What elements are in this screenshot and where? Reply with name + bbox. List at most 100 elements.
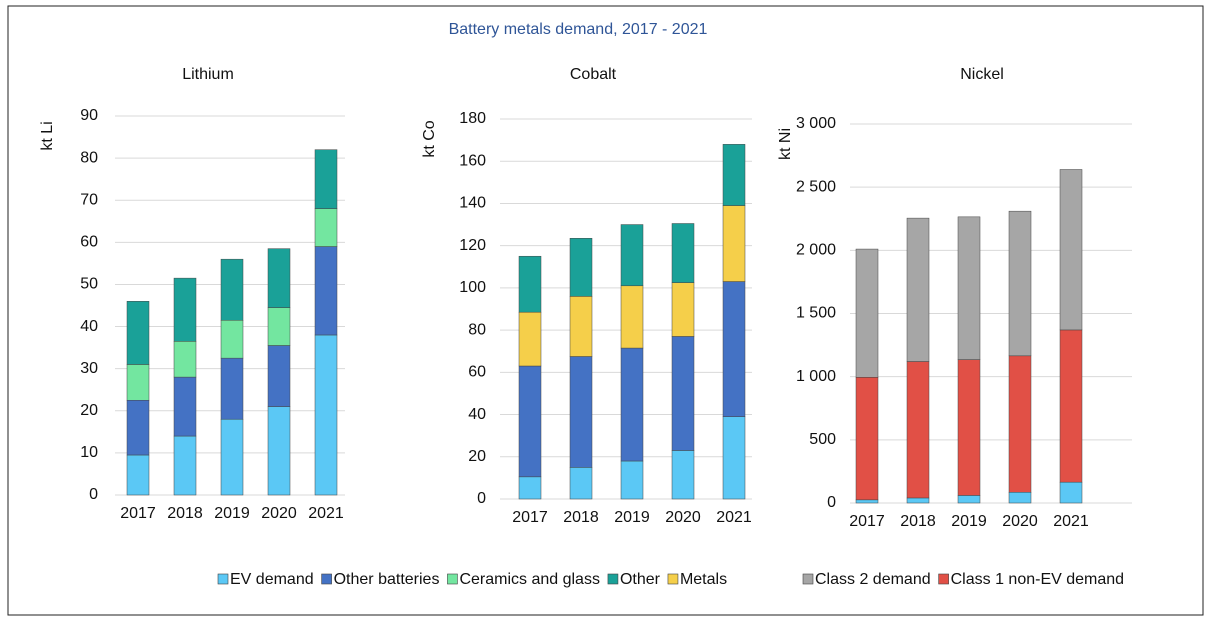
- y-axis-label: kt Li: [39, 121, 56, 150]
- legend-label: Class 2 demand: [815, 571, 931, 588]
- bar-segment: [957, 495, 981, 504]
- bar-segment: [220, 418, 244, 496]
- legend-swatch: [802, 573, 814, 585]
- legend-label: EV demand: [230, 571, 314, 588]
- bar-segment: [569, 238, 593, 297]
- bar-segment: [855, 248, 879, 378]
- bar-segment: [314, 149, 338, 209]
- y-tick-label: 60: [468, 364, 486, 381]
- y-tick-label: 50: [80, 276, 98, 293]
- bar-segment: [1059, 329, 1083, 483]
- bar-segment: [906, 217, 930, 362]
- y-tick-label: 80: [80, 149, 98, 166]
- bar-segment: [173, 341, 197, 378]
- y-tick-label: 20: [80, 402, 98, 419]
- x-tick-label: 2017: [849, 513, 885, 530]
- subplot-title: Cobalt: [570, 66, 617, 83]
- bar-segment: [220, 357, 244, 420]
- y-tick-label: 500: [809, 431, 836, 448]
- bar-segment: [126, 454, 150, 496]
- bar-segment: [906, 497, 930, 504]
- y-tick-label: 40: [80, 318, 98, 335]
- bar-segment: [1008, 355, 1032, 493]
- y-tick-label: 0: [477, 490, 486, 507]
- bar-segment: [620, 460, 644, 500]
- y-tick-label: 10: [80, 444, 98, 461]
- y-tick-label: 80: [468, 321, 486, 338]
- legend-swatch: [667, 573, 679, 585]
- bar-segment: [267, 406, 291, 496]
- bar-segment: [267, 307, 291, 346]
- x-tick-label: 2019: [614, 509, 650, 526]
- y-tick-label: 2 500: [796, 178, 836, 195]
- bar-segment: [518, 476, 542, 500]
- x-tick-label: 2019: [214, 505, 250, 522]
- bar-segment: [855, 377, 879, 501]
- bar-segment: [220, 258, 244, 321]
- bar-segment: [173, 435, 197, 496]
- bar-segment: [957, 359, 981, 496]
- x-tick-label: 2018: [167, 505, 203, 522]
- legend-swatch: [321, 573, 332, 585]
- bar-segment: [220, 319, 244, 359]
- bar-segment: [569, 356, 593, 468]
- y-tick-label: 120: [459, 237, 486, 254]
- y-tick-label: 60: [80, 234, 98, 251]
- bar-segment: [314, 208, 338, 247]
- legend-swatch: [607, 573, 619, 585]
- bar-segment: [855, 499, 879, 504]
- x-tick-label: 2018: [563, 509, 599, 526]
- bar-segment: [906, 361, 930, 499]
- x-tick-label: 2018: [900, 513, 936, 530]
- legend-label: Other batteries: [334, 571, 440, 588]
- bar-segment: [1008, 492, 1032, 504]
- x-tick-label: 2021: [1053, 513, 1089, 530]
- bar-segment: [671, 282, 695, 337]
- chart-title: Battery metals demand, 2017 - 2021: [449, 21, 708, 38]
- x-tick-label: 2021: [308, 505, 344, 522]
- bar-segment: [267, 345, 291, 407]
- x-tick-label: 2020: [665, 509, 701, 526]
- bar-segment: [722, 416, 746, 500]
- legend-label: Ceramics and glass: [459, 571, 600, 588]
- bar-segment: [267, 248, 291, 308]
- subplot-title: Lithium: [182, 66, 234, 83]
- bar-segment: [126, 364, 150, 401]
- bar-segment: [620, 224, 644, 287]
- frame: [7, 5, 1204, 616]
- y-tick-label: 40: [468, 406, 486, 423]
- y-tick-label: 0: [827, 494, 836, 511]
- bar-segment: [314, 246, 338, 336]
- y-tick-label: 180: [459, 110, 486, 127]
- x-tick-label: 2017: [120, 505, 156, 522]
- bar-segment: [569, 296, 593, 357]
- y-axis-label: kt Co: [421, 120, 438, 157]
- legend-swatch: [447, 573, 458, 585]
- bar-segment: [173, 376, 197, 437]
- y-axis-label: kt Ni: [777, 128, 794, 160]
- bar-segment: [722, 205, 746, 282]
- legend-label: Class 1 non-EV demand: [951, 571, 1124, 588]
- bar-segment: [126, 301, 150, 365]
- bar-segment: [518, 365, 542, 478]
- y-tick-label: 3 000: [796, 115, 836, 132]
- subplot-title: Nickel: [960, 66, 1004, 83]
- bar-segment: [671, 450, 695, 500]
- x-tick-label: 2020: [261, 505, 297, 522]
- y-tick-label: 20: [468, 448, 486, 465]
- legend-swatch: [217, 573, 229, 585]
- legend-swatch: [938, 573, 949, 585]
- bar-segment: [518, 255, 542, 313]
- bar-segment: [671, 336, 695, 451]
- y-tick-label: 100: [459, 279, 486, 296]
- x-tick-label: 2020: [1002, 513, 1038, 530]
- x-tick-label: 2019: [951, 513, 987, 530]
- bar-segment: [722, 144, 746, 206]
- bar-segment: [1008, 210, 1032, 357]
- bar-segment: [518, 311, 542, 367]
- bar-segment: [957, 216, 981, 360]
- y-tick-label: 140: [459, 195, 486, 212]
- bar-segment: [569, 467, 593, 500]
- bar-segment: [671, 223, 695, 283]
